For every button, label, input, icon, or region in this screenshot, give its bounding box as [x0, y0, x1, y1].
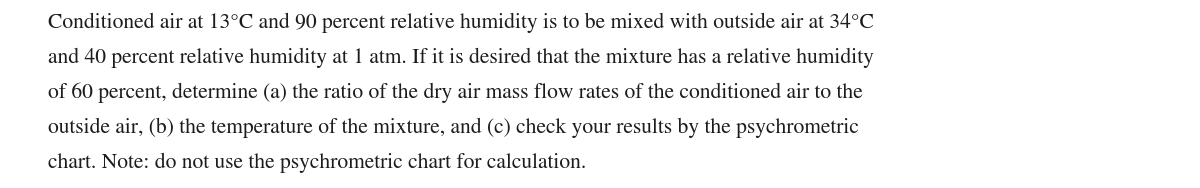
Text: outside air, (b) the temperature of the mixture, and (c) check your results by t: outside air, (b) the temperature of the …	[48, 118, 859, 138]
Text: Conditioned air at 13°C and 90 percent relative humidity is to be mixed with out: Conditioned air at 13°C and 90 percent r…	[48, 13, 874, 33]
Text: and 40 percent relative humidity at 1 atm. If it is desired that the mixture has: and 40 percent relative humidity at 1 at…	[48, 48, 874, 68]
Text: of 60 percent, determine (a) the ratio of the dry air mass flow rates of the con: of 60 percent, determine (a) the ratio o…	[48, 83, 863, 103]
Text: chart. Note: do not use the psychrometric chart for calculation.: chart. Note: do not use the psychrometri…	[48, 152, 587, 173]
